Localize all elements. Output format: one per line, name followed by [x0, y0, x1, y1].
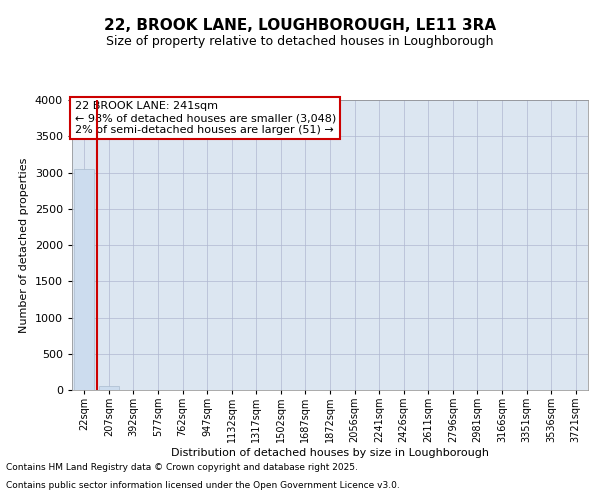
Text: 22, BROOK LANE, LOUGHBOROUGH, LE11 3RA: 22, BROOK LANE, LOUGHBOROUGH, LE11 3RA: [104, 18, 496, 32]
Text: Contains public sector information licensed under the Open Government Licence v3: Contains public sector information licen…: [6, 481, 400, 490]
Y-axis label: Number of detached properties: Number of detached properties: [19, 158, 29, 332]
Bar: [74, 169, 94, 390]
Text: Size of property relative to detached houses in Loughborough: Size of property relative to detached ho…: [106, 35, 494, 48]
Text: Contains HM Land Registry data © Crown copyright and database right 2025.: Contains HM Land Registry data © Crown c…: [6, 464, 358, 472]
Text: 22 BROOK LANE: 241sqm
← 98% of detached houses are smaller (3,048)
2% of semi-de: 22 BROOK LANE: 241sqm ← 98% of detached …: [74, 102, 336, 134]
X-axis label: Distribution of detached houses by size in Loughborough: Distribution of detached houses by size …: [171, 448, 489, 458]
Bar: [99, 386, 119, 390]
